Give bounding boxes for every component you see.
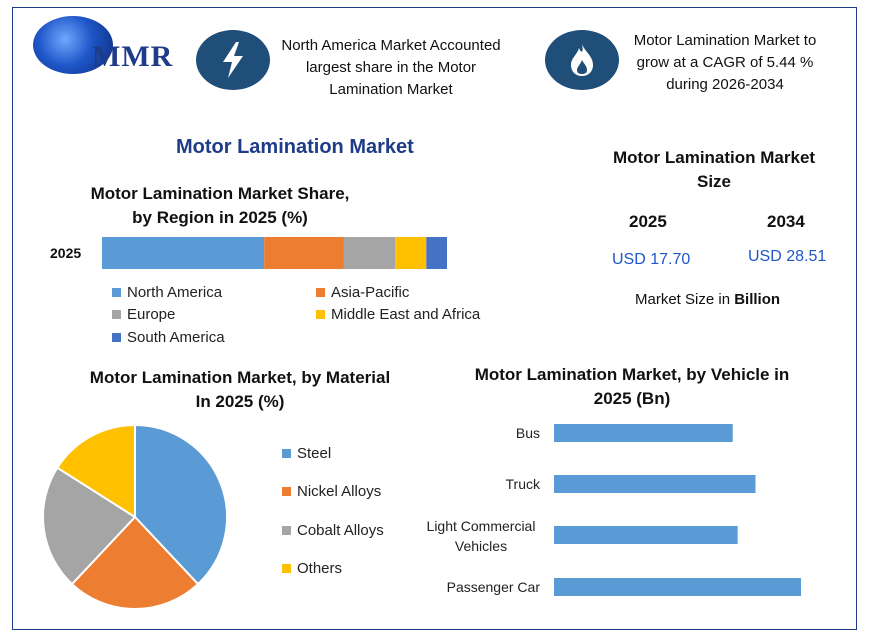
size-year-2034: 2034 <box>767 212 805 231</box>
material-chart-title: Motor Lamination Market, by Material In … <box>89 368 391 411</box>
material-pie-chart <box>42 423 228 610</box>
globe-logo-icon <box>33 16 113 74</box>
size-value-2034: USD 28.51 <box>748 248 827 265</box>
region-stacked-bar <box>102 237 447 269</box>
region-bar-year-label: 2025 <box>50 245 82 261</box>
size-value-2025: USD 17.70 <box>612 251 691 268</box>
region-segment-south-america <box>426 237 447 269</box>
vehicle-bar-truck <box>554 475 756 493</box>
region-chart-title: Motor Lamination Market Share, by Region… <box>90 184 350 227</box>
pie-slice-nickel-alloys <box>70 515 200 610</box>
legend-south-america: South America <box>112 329 312 346</box>
pie-slice-others <box>55 423 136 519</box>
vehicle-bar-bus <box>554 424 733 442</box>
market-size-note: Market Size in Billion <box>635 291 781 308</box>
market-size-title: Motor Lamination Market Size <box>612 148 816 191</box>
legend-north-america: North America <box>112 284 312 301</box>
page-title: Motor Lamination Market <box>176 136 414 158</box>
legend-europe: Europe <box>112 306 312 323</box>
vehicle-label-truck: Truck <box>505 476 540 492</box>
pie-slice-steel <box>134 423 228 586</box>
region-segment-north-america <box>102 237 265 269</box>
vehicle-bar-light-commercial-vehicles <box>554 526 738 544</box>
size-year-2025: 2025 <box>629 212 667 231</box>
vehicle-label-bus: Bus <box>515 425 540 441</box>
vehicle-bar-passenger-car <box>554 578 801 596</box>
region-segment-asia-pacific <box>264 237 344 269</box>
infographic-frame <box>12 7 857 630</box>
lightning-icon <box>196 30 270 90</box>
vehicle-label-passenger-car: Passenger Car <box>446 579 540 595</box>
flame-icon <box>545 30 619 90</box>
legend-nickel-alloys: Nickel Alloys <box>282 483 381 500</box>
logo-text: MMR <box>92 40 174 73</box>
vehicle-label-lcv: Light Commercial Vehicles <box>426 518 536 554</box>
legend-mea: Middle East and Africa <box>316 306 516 323</box>
legend-steel: Steel <box>282 445 331 462</box>
legend-asia-pacific: Asia-Pacific <box>316 284 516 301</box>
legend-cobalt-alloys: Cobalt Alloys <box>282 522 384 539</box>
region-segment-europe <box>343 237 396 269</box>
vehicle-bar-chart <box>554 424 801 596</box>
pie-slice-cobalt-alloys <box>42 466 137 586</box>
region-segment-middle-east-and-africa <box>395 237 427 269</box>
info-left-text: North America Market Accounted largest s… <box>281 37 501 98</box>
vehicle-chart-title: Motor Lamination Market, by Vehicle in 2… <box>474 365 790 408</box>
legend-others: Others <box>282 560 342 577</box>
info-right-text: Motor Lamination Market to grow at a CAG… <box>633 32 817 93</box>
